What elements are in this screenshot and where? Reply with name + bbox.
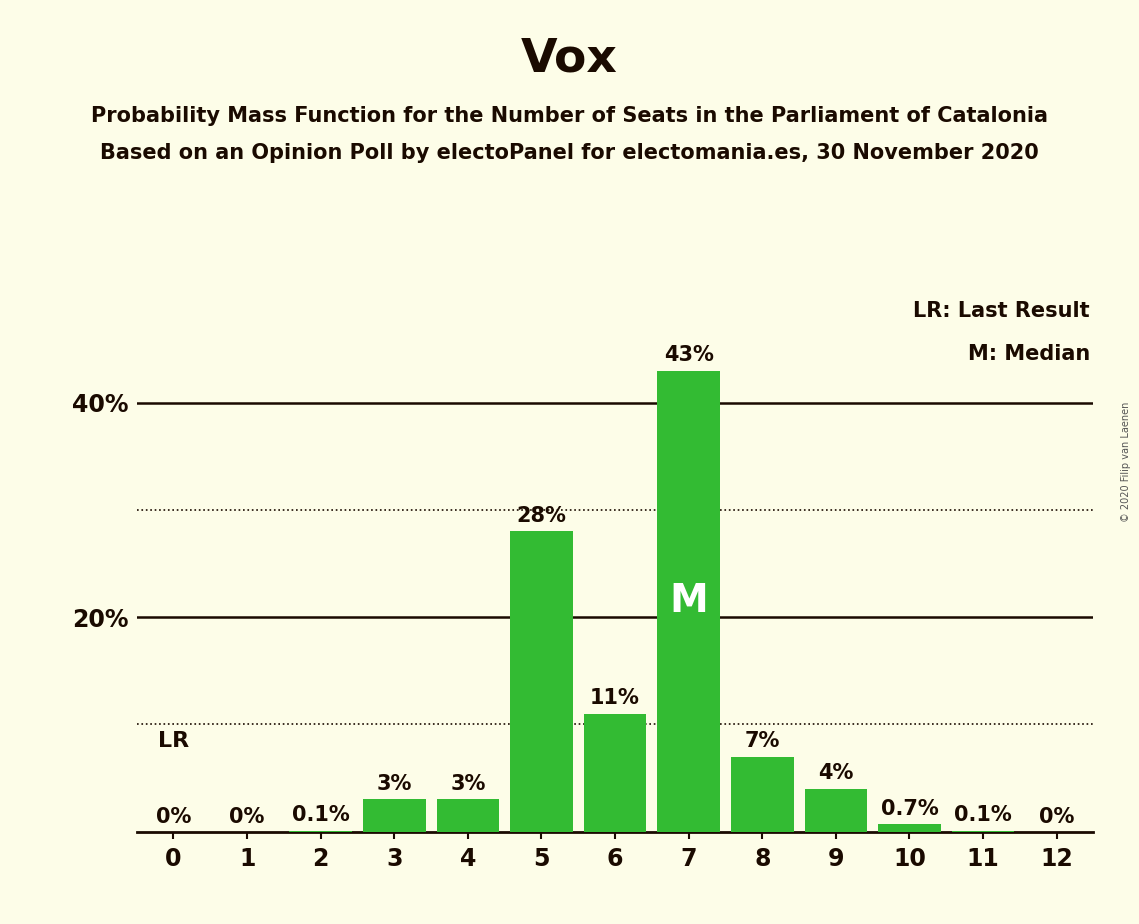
Text: 3%: 3% — [450, 774, 485, 794]
Text: Based on an Opinion Poll by electoPanel for electomania.es, 30 November 2020: Based on an Opinion Poll by electoPanel … — [100, 143, 1039, 164]
Bar — [363, 799, 426, 832]
Text: 11%: 11% — [590, 688, 640, 709]
Bar — [436, 799, 499, 832]
Bar — [510, 531, 573, 832]
Bar — [952, 831, 1015, 832]
Text: 0%: 0% — [156, 808, 191, 827]
Text: LR: Last Result: LR: Last Result — [913, 301, 1090, 321]
Text: Vox: Vox — [521, 37, 618, 82]
Text: 3%: 3% — [377, 774, 412, 794]
Text: Probability Mass Function for the Number of Seats in the Parliament of Catalonia: Probability Mass Function for the Number… — [91, 106, 1048, 127]
Bar — [731, 757, 794, 832]
Text: 43%: 43% — [664, 346, 714, 365]
Text: M: M — [670, 582, 708, 620]
Text: 7%: 7% — [745, 731, 780, 751]
Bar — [804, 789, 867, 832]
Text: 0.1%: 0.1% — [292, 805, 350, 825]
Text: LR: LR — [158, 731, 189, 751]
Bar — [657, 371, 720, 832]
Text: © 2020 Filip van Laenen: © 2020 Filip van Laenen — [1121, 402, 1131, 522]
Bar — [878, 824, 941, 832]
Text: 0%: 0% — [229, 808, 264, 827]
Text: 4%: 4% — [818, 763, 853, 784]
Text: M: Median: M: Median — [967, 344, 1090, 364]
Text: 28%: 28% — [516, 506, 566, 526]
Text: 0.7%: 0.7% — [880, 798, 939, 819]
Text: 0%: 0% — [1039, 808, 1074, 827]
Bar — [584, 713, 646, 832]
Bar — [289, 831, 352, 832]
Text: 0.1%: 0.1% — [954, 805, 1011, 825]
